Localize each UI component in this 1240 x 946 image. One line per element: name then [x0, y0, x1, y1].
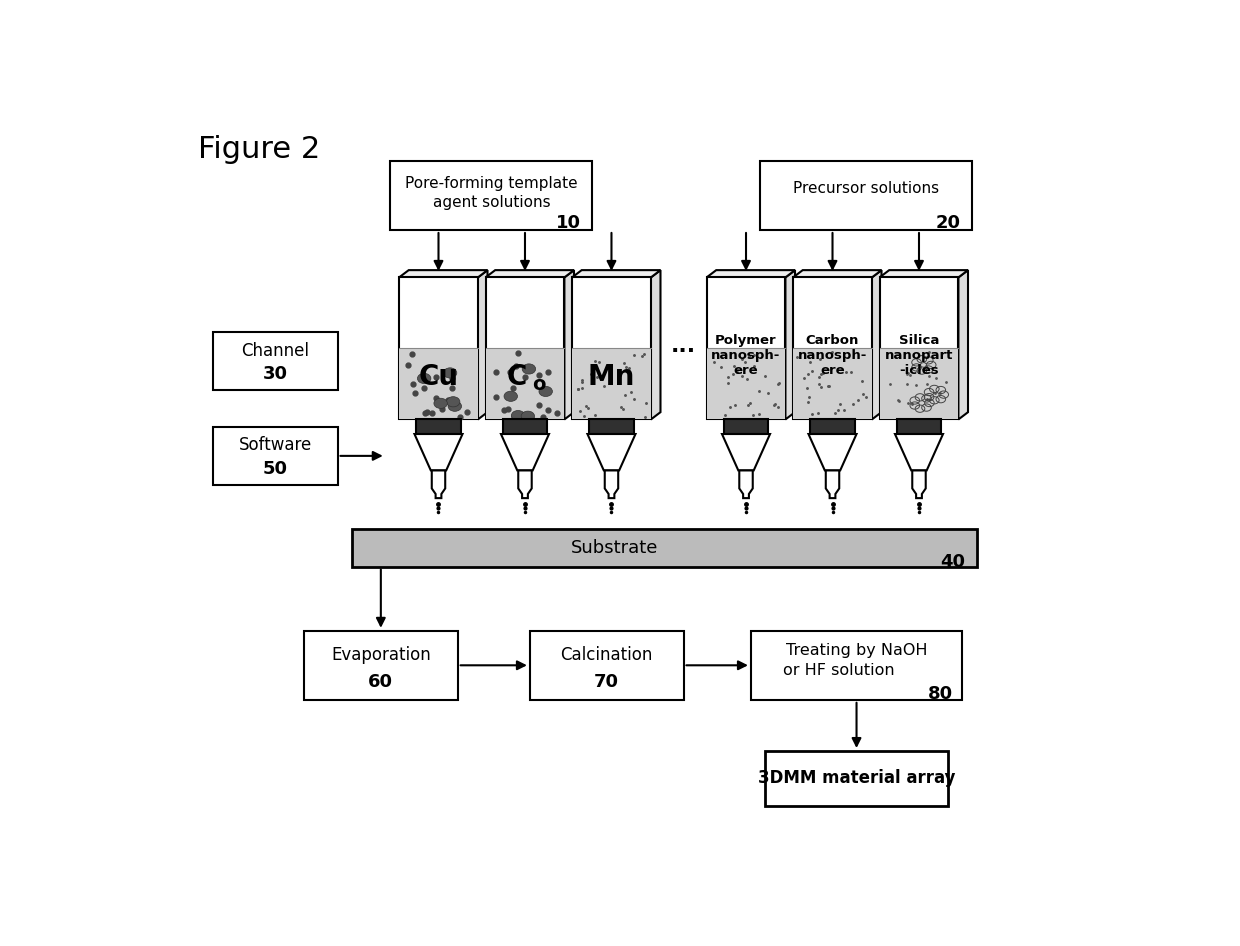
Text: Precursor solutions: Precursor solutions: [794, 181, 939, 196]
Circle shape: [418, 374, 430, 383]
FancyBboxPatch shape: [760, 161, 972, 230]
FancyBboxPatch shape: [751, 631, 962, 700]
FancyBboxPatch shape: [794, 348, 872, 419]
FancyBboxPatch shape: [794, 277, 872, 419]
Circle shape: [448, 401, 461, 412]
FancyBboxPatch shape: [486, 348, 564, 419]
Polygon shape: [707, 271, 795, 277]
Text: Silica
nanopart
-icles: Silica nanopart -icles: [885, 334, 954, 377]
Polygon shape: [879, 271, 968, 277]
FancyBboxPatch shape: [897, 419, 941, 434]
Text: Cu: Cu: [418, 363, 459, 391]
Text: Calcination: Calcination: [560, 646, 652, 664]
FancyBboxPatch shape: [879, 348, 959, 419]
Text: 80: 80: [928, 685, 952, 703]
Polygon shape: [826, 470, 839, 499]
Polygon shape: [518, 470, 532, 499]
FancyBboxPatch shape: [213, 332, 337, 391]
FancyBboxPatch shape: [486, 277, 564, 419]
Text: Channel: Channel: [241, 342, 309, 359]
FancyBboxPatch shape: [811, 419, 854, 434]
Polygon shape: [959, 271, 968, 419]
Text: Mn: Mn: [588, 363, 635, 391]
Polygon shape: [414, 434, 463, 470]
Circle shape: [444, 368, 456, 378]
Polygon shape: [794, 271, 882, 277]
Circle shape: [511, 411, 525, 421]
FancyBboxPatch shape: [529, 631, 683, 700]
FancyBboxPatch shape: [724, 419, 768, 434]
Text: 70: 70: [594, 673, 619, 691]
FancyBboxPatch shape: [765, 751, 947, 806]
Text: ...: ...: [671, 336, 696, 356]
Text: Treating by NaOH: Treating by NaOH: [786, 642, 928, 657]
Circle shape: [521, 412, 534, 421]
Text: Carbon
nanosph-
ere: Carbon nanosph- ere: [797, 334, 867, 377]
FancyBboxPatch shape: [572, 348, 651, 419]
Polygon shape: [913, 470, 926, 499]
Text: Evaporation: Evaporation: [331, 646, 430, 664]
FancyBboxPatch shape: [399, 348, 477, 419]
Text: o: o: [532, 375, 546, 394]
Text: Figure 2: Figure 2: [198, 135, 320, 165]
Circle shape: [503, 392, 517, 401]
Text: 60: 60: [368, 673, 393, 691]
Polygon shape: [486, 271, 574, 277]
Circle shape: [539, 386, 552, 396]
Text: 3DMM material array: 3DMM material array: [758, 769, 955, 787]
Polygon shape: [432, 470, 445, 499]
Polygon shape: [651, 271, 661, 419]
Polygon shape: [501, 434, 549, 470]
Polygon shape: [588, 434, 635, 470]
Polygon shape: [564, 271, 574, 419]
Polygon shape: [739, 470, 753, 499]
Polygon shape: [785, 271, 795, 419]
Text: or HF solution: or HF solution: [784, 663, 895, 678]
Text: agent solutions: agent solutions: [433, 195, 551, 210]
FancyBboxPatch shape: [879, 277, 959, 419]
Text: 50: 50: [263, 460, 288, 478]
Polygon shape: [572, 271, 661, 277]
Polygon shape: [605, 470, 619, 499]
Polygon shape: [808, 434, 857, 470]
FancyBboxPatch shape: [352, 529, 977, 567]
FancyBboxPatch shape: [417, 419, 460, 434]
FancyBboxPatch shape: [304, 631, 458, 700]
FancyBboxPatch shape: [399, 277, 477, 419]
FancyBboxPatch shape: [503, 419, 547, 434]
Polygon shape: [722, 434, 770, 470]
Polygon shape: [895, 434, 944, 470]
Text: 40: 40: [940, 553, 965, 571]
Text: C: C: [507, 363, 527, 391]
FancyBboxPatch shape: [391, 161, 593, 230]
Text: Substrate: Substrate: [570, 538, 658, 556]
FancyBboxPatch shape: [572, 277, 651, 419]
Polygon shape: [399, 271, 487, 277]
FancyBboxPatch shape: [589, 419, 634, 434]
FancyBboxPatch shape: [707, 277, 785, 419]
Polygon shape: [872, 271, 882, 419]
FancyBboxPatch shape: [707, 348, 785, 419]
Circle shape: [446, 396, 460, 407]
FancyBboxPatch shape: [213, 427, 337, 485]
Circle shape: [522, 364, 536, 374]
Text: Software: Software: [238, 436, 311, 454]
Text: 20: 20: [935, 214, 960, 232]
Text: 10: 10: [556, 214, 580, 232]
Circle shape: [434, 398, 448, 409]
Text: 30: 30: [263, 365, 288, 383]
Text: Pore-forming template: Pore-forming template: [405, 176, 578, 190]
Text: Polymer
nanosph-
ere: Polymer nanosph- ere: [712, 334, 781, 377]
Polygon shape: [477, 271, 487, 419]
